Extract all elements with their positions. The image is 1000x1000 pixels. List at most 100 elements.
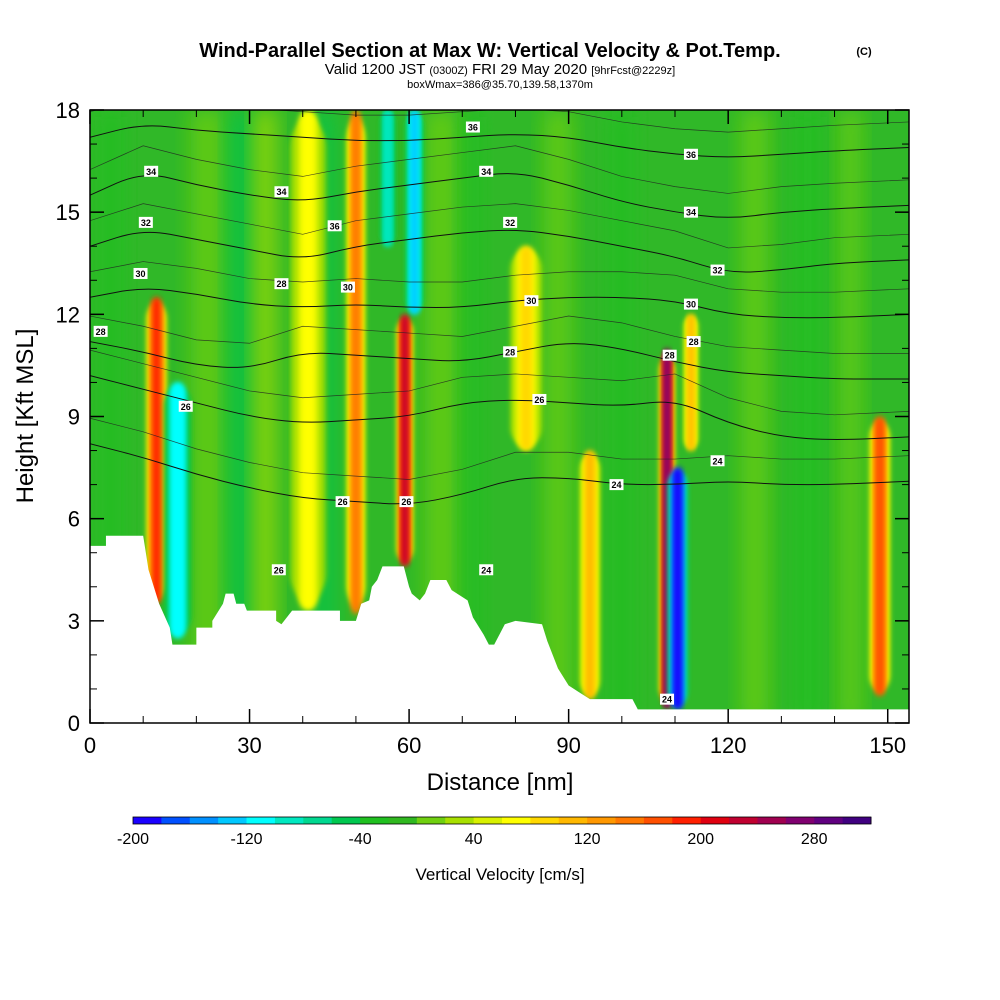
theta-label-20: 28: [686, 336, 701, 348]
colorbar-segment: [473, 817, 503, 824]
theta-label-7: 28: [274, 278, 289, 290]
theta-label-text: 28: [505, 347, 515, 357]
theta-label-12: 30: [524, 295, 539, 307]
theta-label-box: [178, 400, 193, 412]
updraft-0-level-4: [152, 297, 161, 604]
downdraft-2-level-4: [410, 110, 418, 315]
updraft-7-level-4: [520, 246, 533, 451]
theta-contour-minor-34: [90, 145, 909, 194]
theta-label-box: [710, 455, 725, 467]
colorbar-segment: [700, 817, 730, 824]
colorbar: -200 -120 -40 40 120 200 280: [117, 816, 872, 848]
velocity-field: [97, 110, 890, 723]
theta-label-4: 26: [178, 400, 193, 412]
updraft-8-level-4: [300, 110, 316, 611]
theta-label-text: 28: [276, 279, 286, 289]
theta-label-19: 28: [662, 349, 677, 361]
theta-label-box: [144, 165, 159, 177]
theta-label-box: [503, 346, 518, 358]
field-band-10: [792, 110, 824, 723]
theta-contour-34: [90, 173, 909, 218]
field-band-8: [608, 110, 636, 723]
colorbar-label: -200: [117, 831, 149, 848]
theta-label-text: 26: [181, 402, 191, 412]
theta-label-text: 24: [481, 565, 491, 575]
theta-contour-minor-26: [90, 349, 909, 416]
theta-labels: 34 32 30 28 26 34 36 28 30 36 34 32 30 28 26 36 34 32 30 28…: [93, 121, 725, 705]
updraft-6-level-4: [875, 416, 884, 696]
box-info: boxWmax=386@35.70,139.58,1370m: [407, 79, 593, 91]
theta-label-text: 24: [713, 456, 723, 466]
updraft-2-level-4: [401, 314, 408, 567]
theta-label-box: [274, 186, 289, 198]
theta-label-text: 30: [343, 283, 353, 293]
colorbar-title: Vertical Velocity [cm/s]: [415, 865, 584, 884]
x-axis-label: Distance [nm]: [427, 769, 574, 796]
x-tick-label: 0: [84, 733, 96, 758]
colorbar-segment: [757, 817, 787, 824]
updraft-1-level-4: [352, 110, 360, 615]
colorbar-segment: [672, 817, 702, 824]
y-tick-label: 9: [68, 405, 80, 430]
chart-title-suffix: (C): [856, 46, 872, 58]
theta-label-9: 36: [465, 121, 480, 133]
theta-label-10: 34: [479, 165, 494, 177]
theta-label-box: [138, 216, 153, 228]
y-tick-label: 0: [68, 711, 80, 736]
theta-label-text: 36: [686, 150, 696, 160]
colorbar-segment: [615, 817, 645, 824]
theta-label-text: 36: [330, 221, 340, 231]
y-tick-label: 15: [56, 200, 80, 225]
theta-label-27: 24: [660, 693, 675, 705]
colorbar-segment: [218, 817, 248, 824]
theta-label-box: [479, 165, 494, 177]
theta-label-box: [609, 479, 624, 491]
colorbar-label: 280: [801, 831, 828, 848]
theta-label-23: 26: [335, 496, 350, 508]
colorbar-label: 120: [574, 831, 601, 848]
colorbar-label: 200: [687, 831, 714, 848]
theta-contour-36: [90, 125, 909, 158]
y-tick-label: 18: [56, 98, 80, 123]
theta-label-text: 32: [505, 218, 515, 228]
theta-label-box: [686, 336, 701, 348]
theta-label-text: 24: [662, 695, 672, 705]
colorbar-segment: [416, 817, 446, 824]
theta-contour-minor-24: [90, 417, 909, 480]
field-band-6: [462, 110, 484, 723]
terrain-mask: [90, 535, 909, 723]
theta-label-box: [465, 121, 480, 133]
colorbar-segment: [729, 817, 758, 824]
theta-label-box: [503, 216, 518, 228]
colorbar-segment: [360, 817, 389, 824]
colorbar-segment: [274, 817, 304, 824]
plot-area: 34 32 30 28 26 34 36 28 30 36 34 32 30 28 26 36 34 32 30 28…: [90, 110, 909, 723]
theta-contours: [90, 110, 909, 505]
updraft-5-level-4: [688, 314, 694, 451]
theta-label-text: 34: [686, 208, 696, 218]
x-tick-label: 90: [556, 733, 580, 758]
theta-label-box: [683, 206, 698, 218]
theta-contour-minor-36: [90, 110, 909, 133]
colorbar-label: -120: [231, 831, 263, 848]
theta-label-box: [399, 496, 414, 508]
theta-label-16: 34: [683, 206, 698, 218]
valid-date: FRI 29 May 2020: [472, 61, 587, 78]
theta-label-11: 32: [503, 216, 518, 228]
y-axis-label: Height [Kft MSL]: [12, 329, 39, 504]
theta-label-text: 28: [689, 337, 699, 347]
theta-contour-minor-30: [90, 261, 909, 293]
colorbar-segment: [643, 817, 673, 824]
theta-contour-30: [90, 288, 909, 319]
colorbar-segment: [587, 817, 617, 824]
field-band-7: [544, 110, 572, 723]
theta-label-box: [340, 281, 355, 293]
theta-label-text: 24: [611, 480, 621, 490]
theta-label-text: 30: [526, 296, 536, 306]
field-band-2: [228, 110, 250, 723]
x-tick-label: 150: [869, 733, 906, 758]
downdraft-3-level-4: [384, 110, 391, 247]
x-tick-label: 60: [397, 733, 421, 758]
colorbar-segment: [303, 817, 333, 824]
